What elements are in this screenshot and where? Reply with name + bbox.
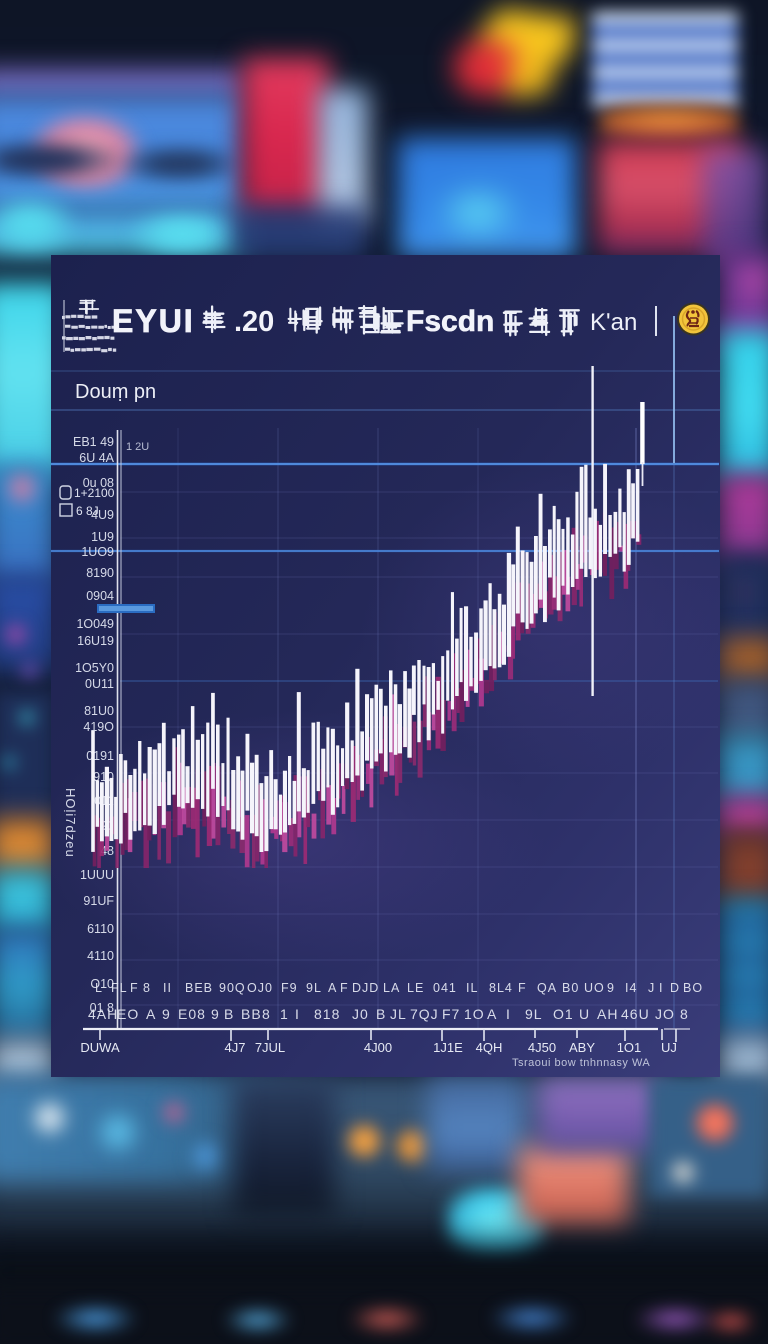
svg-text:O1: O1 xyxy=(553,1006,574,1022)
svg-text:4AH: 4AH xyxy=(88,1006,118,1022)
svg-text:A: A xyxy=(328,981,337,995)
svg-text:DUWA: DUWA xyxy=(80,1040,120,1055)
svg-text:F: F xyxy=(130,981,139,995)
svg-text:8: 8 xyxy=(262,1006,271,1022)
svg-text:01 8: 01 8 xyxy=(90,1001,114,1015)
svg-text:Douṃ pn: Douṃ pn xyxy=(75,381,156,403)
svg-text:O10: O10 xyxy=(90,977,114,991)
svg-text:1 2U: 1 2U xyxy=(126,441,149,453)
svg-text:4U9: 4U9 xyxy=(91,508,114,522)
svg-text:ABY: ABY xyxy=(569,1040,595,1055)
svg-text:9: 9 xyxy=(607,981,615,995)
svg-text:4J7: 4J7 xyxy=(225,1040,246,1055)
svg-text:DJD: DJD xyxy=(352,981,379,995)
svg-text:1O049: 1O049 xyxy=(76,617,114,631)
svg-text:EB1 49: EB1 49 xyxy=(73,435,114,449)
svg-text:BO: BO xyxy=(683,981,703,995)
svg-text:46U: 46U xyxy=(621,1006,650,1022)
svg-text:LA: LA xyxy=(383,981,400,995)
svg-text:6110: 6110 xyxy=(87,922,114,936)
svg-text:7QJ: 7QJ xyxy=(410,1006,439,1022)
svg-text:AH: AH xyxy=(597,1006,618,1022)
svg-text:0u 08: 0u 08 xyxy=(83,476,114,490)
svg-text:BEB: BEB xyxy=(185,981,213,995)
svg-text:9: 9 xyxy=(211,1006,220,1022)
svg-text:9L: 9L xyxy=(525,1006,543,1022)
svg-text:1O5Y0: 1O5Y0 xyxy=(75,661,114,675)
svg-text:QA: QA xyxy=(537,981,557,995)
svg-text:419O: 419O xyxy=(83,720,114,734)
svg-text:I: I xyxy=(295,1006,300,1022)
svg-text:EO: EO xyxy=(117,1006,139,1022)
svg-text:4J00: 4J00 xyxy=(364,1040,392,1055)
svg-text:F9: F9 xyxy=(281,981,298,995)
svg-text:LE: LE xyxy=(407,981,424,995)
svg-text:E08: E08 xyxy=(178,1006,206,1022)
svg-text:4J50: 4J50 xyxy=(528,1040,556,1055)
svg-text:6U 4A: 6U 4A xyxy=(79,451,114,465)
svg-text:1O: 1O xyxy=(464,1006,485,1022)
svg-text:A: A xyxy=(487,1006,497,1022)
svg-text:I4: I4 xyxy=(625,981,637,995)
svg-text:IL: IL xyxy=(466,981,478,995)
svg-text:8190: 8190 xyxy=(86,566,114,580)
svg-text:L: L xyxy=(95,981,103,995)
svg-text:9: 9 xyxy=(162,1006,171,1022)
svg-text:8L4: 8L4 xyxy=(489,981,513,995)
svg-text:1: 1 xyxy=(280,1006,289,1022)
svg-text:B: B xyxy=(376,1006,386,1022)
svg-text:BB: BB xyxy=(241,1006,262,1022)
svg-text:1U9: 1U9 xyxy=(91,530,114,544)
svg-text:0191: 0191 xyxy=(86,749,114,763)
svg-text:EYUI: EYUI xyxy=(112,303,195,339)
svg-text:1UUU: 1UUU xyxy=(80,868,114,882)
svg-text:7JUL: 7JUL xyxy=(255,1040,285,1055)
svg-text:6 8J: 6 8J xyxy=(76,504,99,518)
svg-text:U: U xyxy=(579,1006,590,1022)
svg-text:OJ0: OJ0 xyxy=(247,981,273,995)
svg-text:818: 818 xyxy=(314,1006,340,1022)
svg-text:.20: .20 xyxy=(234,306,274,338)
svg-text:A: A xyxy=(146,1006,156,1022)
svg-text:90Q: 90Q xyxy=(219,981,246,995)
svg-text:F: F xyxy=(518,981,527,995)
svg-text:D: D xyxy=(670,981,680,995)
svg-text:91UF: 91UF xyxy=(83,894,114,908)
svg-text:B: B xyxy=(224,1006,234,1022)
svg-text:UJ: UJ xyxy=(661,1040,677,1055)
svg-text:JL: JL xyxy=(390,1006,407,1022)
svg-text:HOḷi7dzeu: HOḷi7dzeu xyxy=(63,788,78,858)
svg-text:I: I xyxy=(506,1006,511,1022)
svg-text:F7: F7 xyxy=(442,1006,460,1022)
svg-text:UO: UO xyxy=(584,981,605,995)
svg-text:I: I xyxy=(659,981,663,995)
svg-text:B0: B0 xyxy=(562,981,579,995)
svg-text:1UO9: 1UO9 xyxy=(81,545,114,559)
svg-text:J0: J0 xyxy=(352,1006,369,1022)
svg-text:9L: 9L xyxy=(306,981,322,995)
svg-text:81U0: 81U0 xyxy=(84,704,114,718)
svg-text:FL: FL xyxy=(111,981,128,995)
svg-text:4110: 4110 xyxy=(87,949,114,963)
svg-text:Tsraoui bow tnhnnasy WA: Tsraoui bow tnhnnasy WA xyxy=(512,1057,650,1069)
svg-text:1O1: 1O1 xyxy=(617,1040,642,1055)
svg-text:Kʹan: Kʹan xyxy=(590,309,637,336)
svg-text:JO: JO xyxy=(655,1006,675,1022)
svg-text:8: 8 xyxy=(143,981,151,995)
svg-text:4QH: 4QH xyxy=(476,1040,503,1055)
svg-text:II: II xyxy=(163,981,172,995)
svg-text:0904: 0904 xyxy=(86,589,114,603)
svg-text:Fscdn: Fscdn xyxy=(406,305,494,338)
svg-text:16U19: 16U19 xyxy=(77,634,114,648)
svg-text:8: 8 xyxy=(680,1006,689,1022)
svg-text:1J1E: 1J1E xyxy=(433,1040,463,1055)
svg-text:041: 041 xyxy=(433,981,457,995)
svg-text:J: J xyxy=(648,981,655,995)
svg-text:F: F xyxy=(340,981,349,995)
svg-text:1+2100: 1+2100 xyxy=(74,486,115,500)
svg-text:0U11: 0U11 xyxy=(85,677,114,691)
